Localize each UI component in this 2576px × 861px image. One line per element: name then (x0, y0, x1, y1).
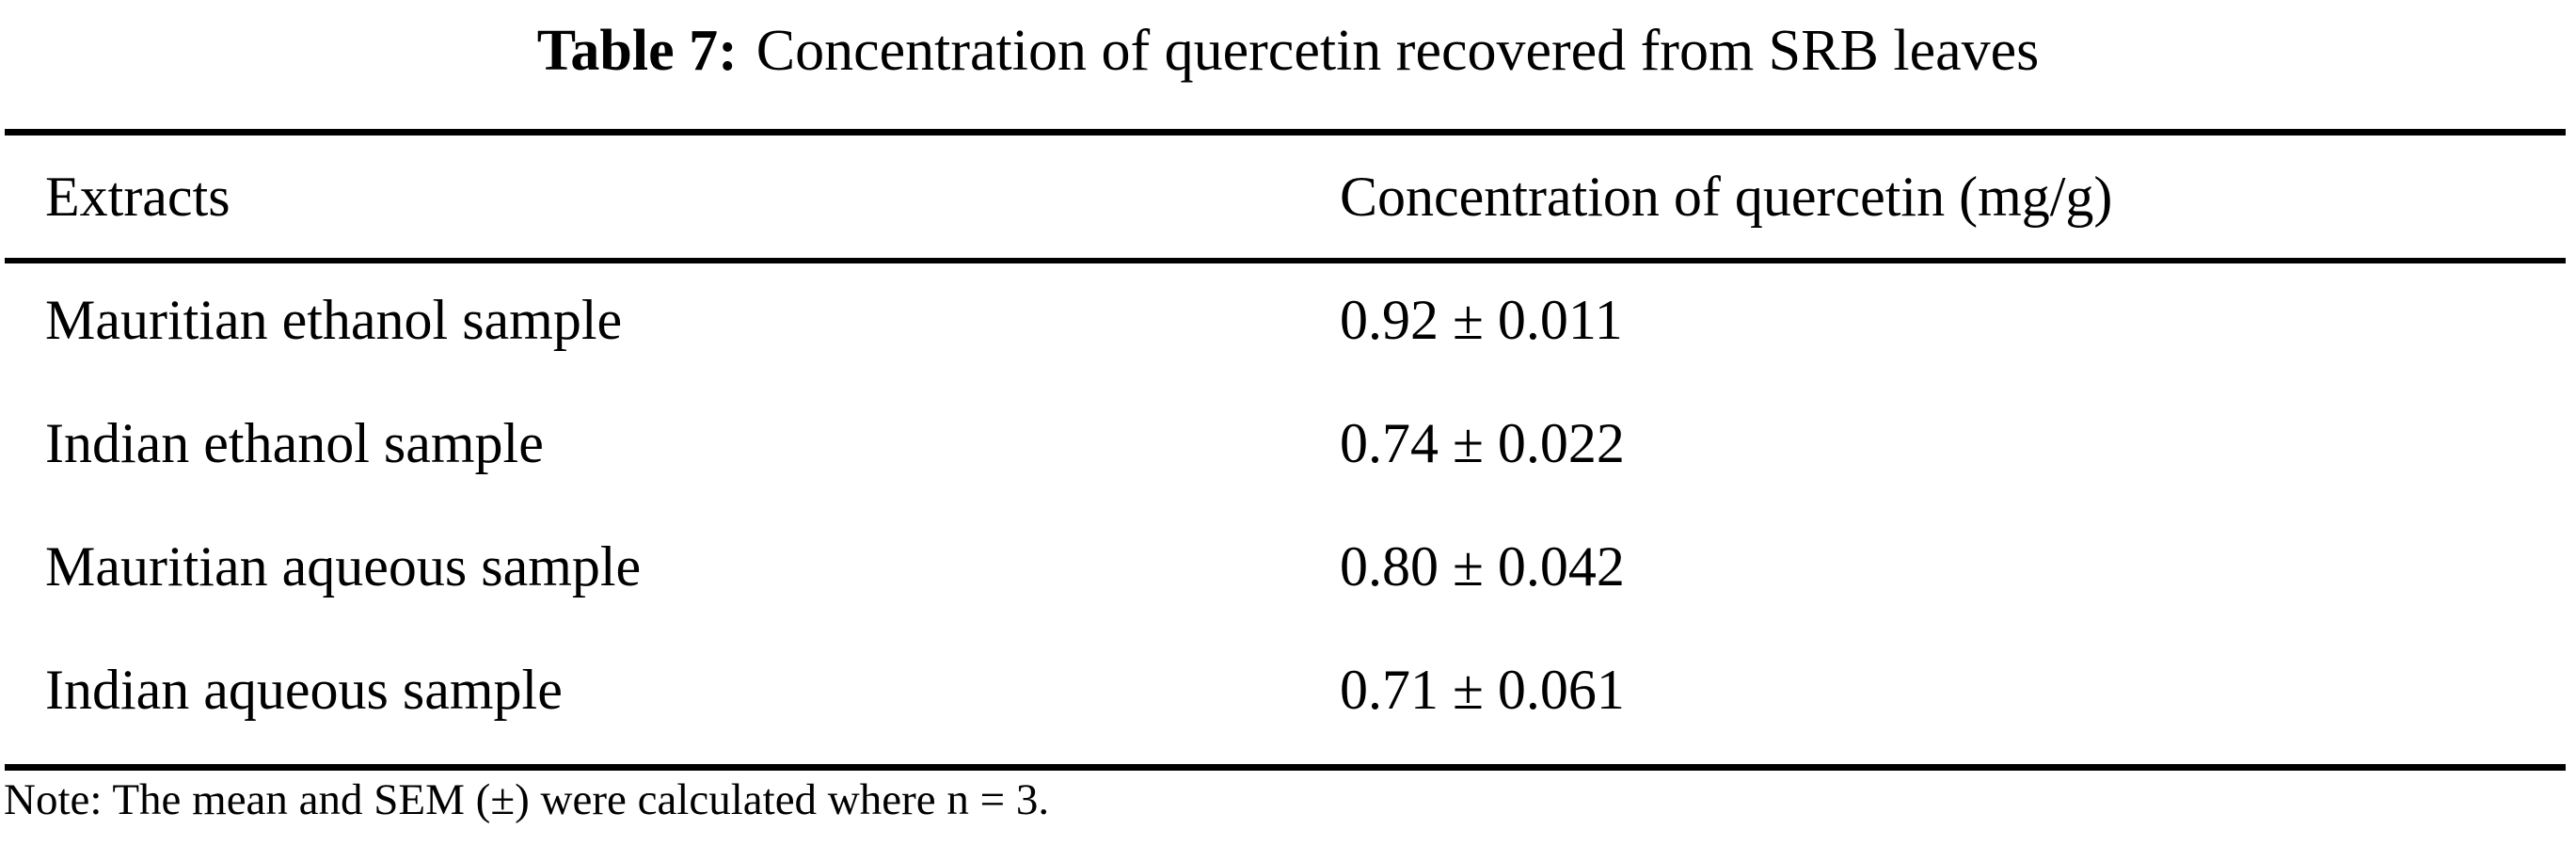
table-caption-text: Concentration of quercetin recovered fro… (755, 19, 2040, 84)
table-row: Indian aqueous sample 0.71 ± 0.061 (0, 628, 2576, 751)
table-row: Mauritian aqueous sample 0.80 ± 0.042 (0, 504, 2576, 628)
table-row: Mauritian ethanol sample 0.92 ± 0.011 (0, 258, 2576, 381)
table-top-rule (5, 129, 2566, 136)
cell-extract-name: Indian aqueous sample (45, 658, 563, 721)
table-caption-label: Table 7: (536, 19, 738, 84)
cell-concentration-value: 0.80 ± 0.042 (1340, 534, 1625, 598)
table-caption: Table 7: Concentration of quercetin recov… (0, 0, 2576, 104)
cell-extract-name: Indian ethanol sample (45, 411, 544, 474)
table-header-row: Extracts Concentration of quercetin (mg/… (0, 136, 2576, 258)
cell-concentration-value: 0.71 ± 0.061 (1340, 658, 1625, 721)
cell-concentration-value: 0.74 ± 0.022 (1340, 411, 1625, 474)
cell-extract-name: Mauritian aqueous sample (45, 534, 642, 598)
cell-extract-name: Mauritian ethanol sample (45, 288, 623, 351)
column-header-extracts: Extracts (45, 166, 231, 228)
table-row: Indian ethanol sample 0.74 ± 0.022 (0, 381, 2576, 504)
column-header-concentration: Concentration of quercetin (mg/g) (1340, 166, 2113, 228)
table-bottom-rule (5, 764, 2566, 771)
table-note: Note: The mean and SEM (±) were calculat… (4, 775, 1050, 824)
table-header-rule (5, 258, 2566, 263)
cell-concentration-value: 0.92 ± 0.011 (1340, 288, 1623, 351)
data-table: Extracts Concentration of quercetin (mg/… (0, 136, 2576, 751)
